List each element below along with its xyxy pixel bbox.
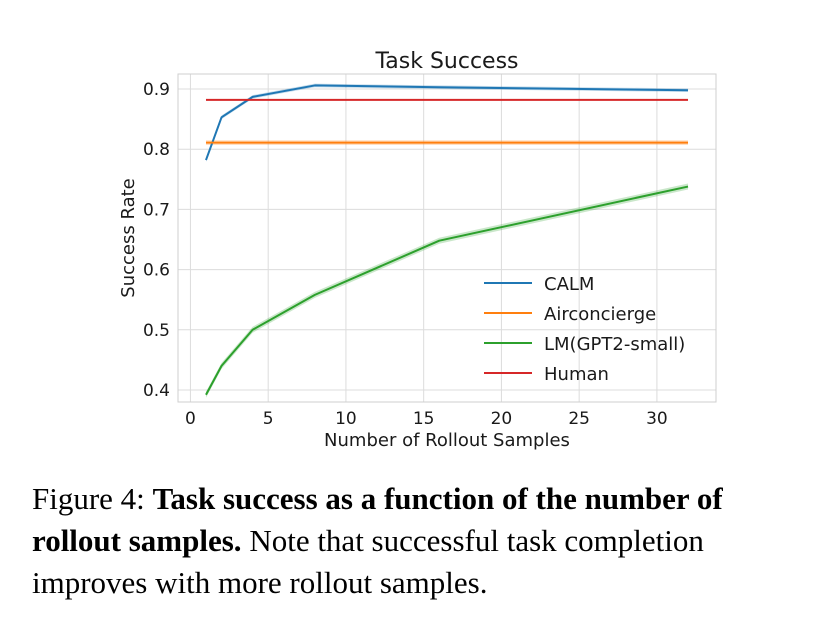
y-tick-label: 0.8 <box>143 140 170 160</box>
y-tick-label: 0.6 <box>143 261 170 281</box>
figure-caption: Figure 4: Task success as a function of … <box>32 478 807 604</box>
band-lm-gpt2-small <box>205 183 689 398</box>
band-calm <box>205 83 689 162</box>
y-tick-labels: 0.4 0.5 0.6 0.7 0.8 0.9 <box>143 80 170 401</box>
y-tick-label: 0.7 <box>143 200 170 220</box>
x-tick-label: 25 <box>568 409 590 429</box>
legend: CALM Airconcierge LM(GPT2-small) Human <box>484 274 685 385</box>
legend-label-human: Human <box>544 364 609 385</box>
legend-label-calm: CALM <box>544 274 594 295</box>
legend-label-lm-gpt2-small: LM(GPT2-small) <box>544 334 685 355</box>
caption-label: Figure 4: <box>32 481 153 516</box>
x-tick-label: 20 <box>491 409 513 429</box>
series-line-lm-gpt2-small <box>205 185 689 396</box>
x-tick-label: 5 <box>263 409 274 429</box>
x-tick-label: 0 <box>185 409 196 429</box>
x-axis-label: Number of Rollout Samples <box>324 430 570 451</box>
chart-title: Task Success <box>374 49 518 74</box>
chart: 0 5 10 15 20 25 30 0.4 0.5 0.6 0.7 0.8 0.9 Task Suc… <box>118 49 717 451</box>
y-axis-label: Success Rate <box>118 178 139 297</box>
x-tick-labels: 0 5 10 15 20 25 30 <box>185 409 668 429</box>
x-tick-label: 15 <box>413 409 435 429</box>
y-tick-label: 0.5 <box>143 321 170 341</box>
x-tick-label: 30 <box>646 409 668 429</box>
caption-bold: Task success as a function of the number… <box>32 481 723 558</box>
caption-rest: Note that successful task completion imp… <box>32 523 704 600</box>
y-tick-label: 0.4 <box>143 381 170 401</box>
x-tick-label: 10 <box>335 409 357 429</box>
series-line-calm <box>205 84 689 161</box>
legend-label-airconcierge: Airconcierge <box>544 304 656 325</box>
y-tick-label: 0.9 <box>143 80 170 100</box>
plot-frame <box>177 73 717 403</box>
series-lines <box>205 84 689 396</box>
